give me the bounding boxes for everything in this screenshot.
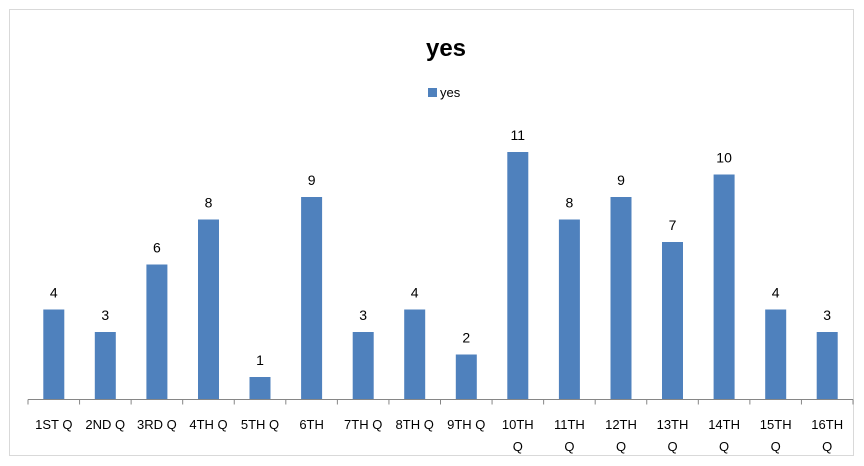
data-label: 11 — [511, 127, 526, 143]
x-tick-label: 11TH Q — [554, 417, 585, 454]
x-tick-label: 14TH Q — [708, 417, 740, 454]
x-tick-label: 15TH Q — [760, 417, 792, 454]
bar — [301, 197, 323, 400]
data-label: 4 — [772, 285, 780, 301]
bar — [146, 264, 168, 400]
x-tick-label: 9TH Q — [447, 417, 485, 432]
data-label: 9 — [617, 172, 625, 188]
bar — [558, 219, 580, 400]
data-label: 3 — [359, 307, 367, 323]
data-label: 8 — [566, 195, 574, 211]
data-label: 3 — [101, 307, 109, 323]
data-label: 4 — [411, 285, 419, 301]
data-label: 4 — [50, 285, 58, 301]
bar — [507, 152, 529, 400]
bar — [352, 332, 374, 400]
data-label: 6 — [153, 240, 161, 256]
data-label: 9 — [308, 172, 316, 188]
bar — [713, 174, 735, 400]
bar — [94, 332, 116, 400]
x-tick-label: 3RD Q — [137, 417, 177, 432]
x-tick-label: 1ST Q — [35, 417, 72, 432]
bar — [404, 309, 426, 400]
x-tick-label: 13TH Q — [657, 417, 689, 454]
x-tick-label: 4TH Q — [189, 417, 227, 432]
bar — [816, 332, 838, 400]
x-axis-labels: 1ST Q 2ND Q 3RD Q 4TH Q 5TH Q 6TH 7TH Q 8TH Q 9T… — [35, 417, 843, 454]
data-label: 8 — [205, 195, 213, 211]
x-axis-ticks — [27, 399, 854, 405]
x-tick-label: 10TH Q — [502, 417, 534, 454]
data-label: 2 — [462, 330, 470, 346]
data-label: 7 — [669, 217, 677, 233]
x-tick-label: 6TH — [299, 417, 324, 432]
x-tick-label: 8TH Q — [396, 417, 434, 432]
legend-swatch — [428, 88, 437, 97]
bars — [43, 152, 838, 400]
bar — [43, 309, 65, 400]
bar — [662, 242, 683, 400]
x-tick-label: 5TH Q — [241, 417, 279, 432]
x-tick-label: 7TH Q — [344, 417, 382, 432]
data-label: 3 — [823, 307, 831, 323]
data-label: 10 — [716, 150, 732, 166]
x-tick-label: 2ND Q — [85, 417, 125, 432]
data-label: 1 — [256, 352, 264, 368]
x-tick-label: 16TH Q — [811, 417, 843, 454]
bar — [610, 197, 632, 400]
legend: yes — [428, 85, 461, 100]
x-tick-label: 12TH Q — [605, 417, 637, 454]
chart-title: yes — [426, 35, 466, 62]
legend-label: yes — [440, 85, 461, 100]
bar — [455, 354, 477, 400]
bar — [249, 377, 271, 400]
data-labels: 4 3 6 8 1 9 3 4 2 11 8 9 7 10 4 3 — [50, 127, 831, 368]
bar — [765, 309, 787, 400]
bar — [198, 219, 219, 400]
